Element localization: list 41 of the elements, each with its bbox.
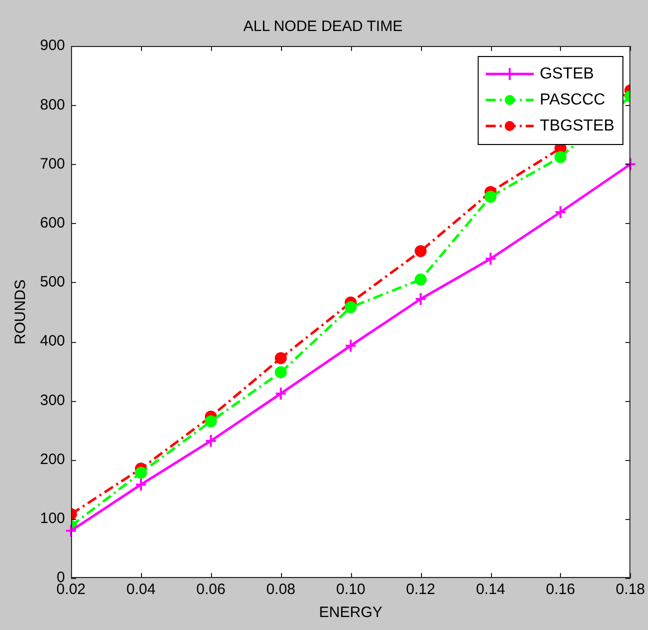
point	[274, 366, 287, 378]
y-tick-label: 800	[40, 96, 66, 114]
point	[554, 205, 566, 220]
point	[274, 386, 287, 401]
point	[414, 273, 427, 286]
x-tick-label: 0.10	[336, 581, 366, 598]
x-tick-label: 0.12	[406, 581, 436, 598]
point	[134, 466, 147, 479]
point	[344, 338, 357, 353]
y-tick-label: 700	[40, 155, 66, 172]
point	[344, 301, 357, 314]
point	[134, 478, 147, 492]
x-tick-label: 0.16	[546, 581, 576, 598]
y-tick-label: 300	[40, 392, 66, 409]
y-tick-label: 100	[40, 510, 66, 528]
point	[484, 252, 497, 266]
x-tick-label: 0.04	[126, 581, 156, 598]
point	[414, 245, 427, 258]
legend-label: GSTEB	[540, 65, 594, 82]
point	[624, 157, 636, 172]
y-tick-label: 500	[40, 274, 66, 291]
point	[204, 434, 217, 448]
y-tick-label: 900	[40, 37, 66, 54]
legend-label: PASCCC	[540, 91, 606, 108]
x-tick-label: 0.14	[476, 581, 506, 598]
point	[484, 190, 497, 203]
point	[554, 151, 566, 164]
y-tick-label: 200	[40, 450, 66, 468]
x-tick-label: 0.18	[616, 581, 646, 598]
x-tick-label: 0.08	[266, 581, 296, 598]
y-tick-label: 600	[40, 214, 66, 232]
chart-title: ALL NODE DEAD TIME	[243, 18, 403, 36]
point	[414, 292, 427, 306]
y-axis-title: ROUNDS	[12, 279, 30, 345]
x-axis-title: ENERGY	[319, 604, 382, 622]
point	[65, 524, 78, 538]
x-tick-label: 0.06	[196, 581, 226, 598]
legend-label: TBGSTEB	[540, 117, 614, 134]
point	[274, 352, 287, 364]
y-tick-label: 400	[40, 332, 66, 350]
point	[204, 415, 217, 428]
